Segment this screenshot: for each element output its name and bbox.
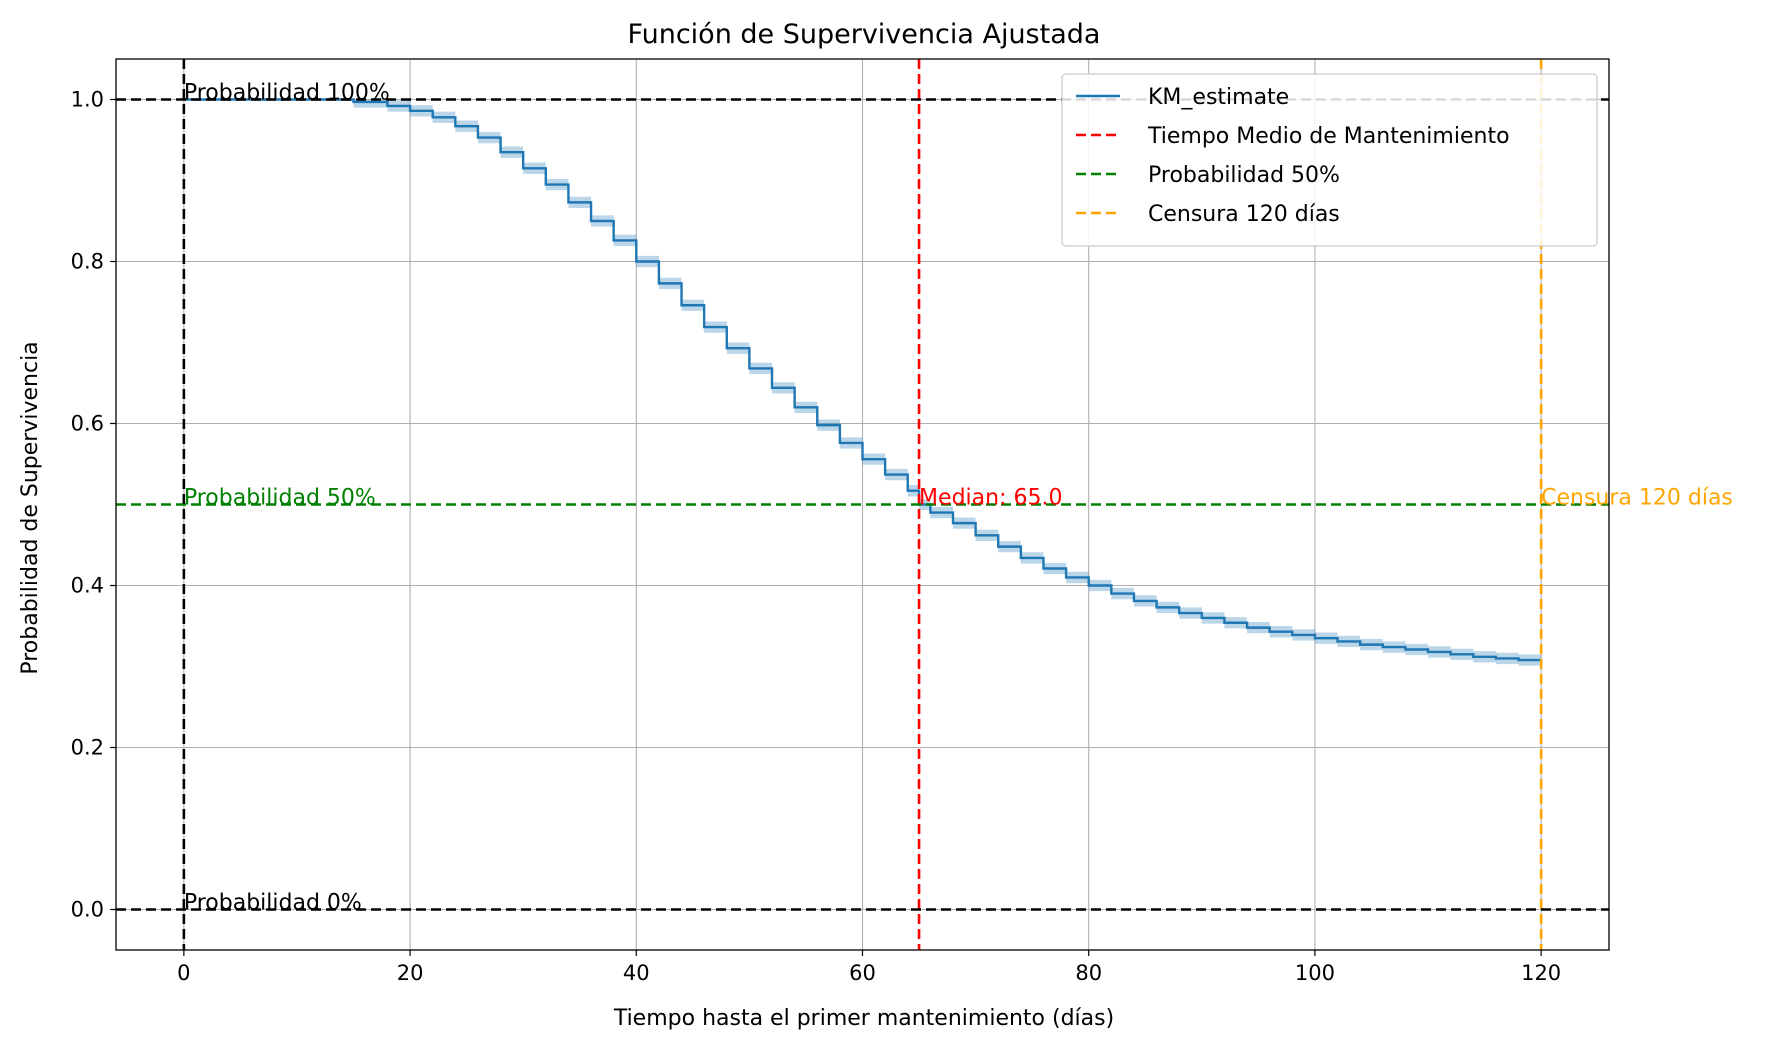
y-tick-label: 0.8 xyxy=(71,250,104,274)
reference-annotation: Censura 120 días xyxy=(1541,486,1733,511)
reference-annotation: Probabilidad 0% xyxy=(184,891,362,916)
y-tick-label: 0.0 xyxy=(71,898,104,922)
x-axis-label: Tiempo hasta el primer mantenimiento (dí… xyxy=(613,1006,1114,1031)
reference-annotation: Median: 65.0 xyxy=(919,486,1062,511)
legend-label: Tiempo Medio de Mantenimiento xyxy=(1147,124,1510,149)
x-tick-label: 0 xyxy=(177,961,190,985)
x-tick-label: 120 xyxy=(1521,961,1561,985)
legend-label: Probabilidad 50% xyxy=(1148,163,1340,188)
chart-title: Función de Supervivencia Ajustada xyxy=(628,19,1101,50)
legend: KM_estimate Tiempo Medio de Mantenimiento… xyxy=(1061,73,1598,247)
legend-label: Censura 120 días xyxy=(1148,202,1340,227)
reference-annotation: Probabilidad 100% xyxy=(184,81,390,106)
y-tick-label: 0.4 xyxy=(71,574,104,598)
y-tick-label: 0.6 xyxy=(71,412,104,436)
legend-label: KM_estimate xyxy=(1148,85,1289,110)
x-tick-label: 40 xyxy=(623,961,650,985)
axis-ticks: 0 20 40 60 80 100 120 0.0 0.2 0.4 0.6 0.8 1.0 xyxy=(71,88,1562,986)
reference-lines xyxy=(116,59,1609,950)
x-tick-label: 20 xyxy=(397,961,424,985)
reference-annotation: Probabilidad 50% xyxy=(184,486,376,511)
x-tick-label: 100 xyxy=(1295,961,1335,985)
y-tick-label: 1.0 xyxy=(71,88,104,112)
y-axis-label: Probabilidad de Supervivencia xyxy=(18,341,43,674)
y-tick-label: 0.2 xyxy=(71,736,104,760)
x-tick-label: 80 xyxy=(1075,961,1102,985)
annotations: Median: 65.0 Probabilidad 50% Censura 120 … xyxy=(184,81,1733,916)
legend-box xyxy=(1061,73,1598,247)
x-tick-label: 60 xyxy=(849,961,876,985)
